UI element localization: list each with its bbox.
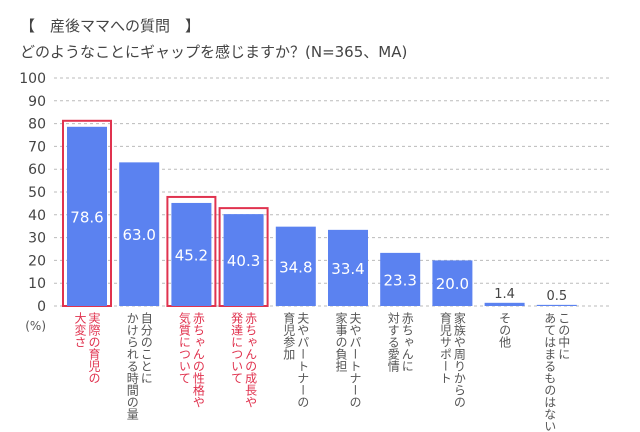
- bar: [119, 162, 160, 306]
- category-label: 夫やパートナーの 家事の負担: [334, 312, 362, 408]
- y-tick-label: 100: [19, 71, 46, 87]
- data-label: 33.4: [331, 260, 364, 278]
- bar: [536, 304, 577, 306]
- category-label: 家族や周りからの 育児サポート: [438, 312, 467, 408]
- category-label: 自分のことに かけられる時間の量: [125, 312, 154, 420]
- data-label: 34.8: [279, 258, 312, 276]
- chart-question: どのようなことにギャップを感じますか？(N=365、MA): [20, 43, 408, 61]
- y-tick-label: 20: [28, 253, 46, 269]
- y-tick-label: 80: [28, 117, 46, 133]
- data-label: 20.0: [436, 275, 469, 293]
- category-label: その他: [497, 312, 512, 348]
- bar: [380, 252, 421, 306]
- data-label: 1.4: [494, 287, 515, 302]
- y-tick-label: 0: [37, 299, 46, 315]
- data-label: 45.2: [175, 246, 208, 264]
- y-tick-label: 30: [28, 231, 46, 247]
- bar: [223, 214, 264, 306]
- category-label: 赤ちゃんの性格や 気質について: [177, 312, 206, 408]
- category-label: 赤ちゃんの成長や 発達について: [229, 312, 258, 408]
- category-label: この中に あてはまるものはない: [542, 312, 571, 432]
- bar: [171, 202, 212, 306]
- data-label: 40.3: [227, 252, 260, 270]
- y-tick-label: 90: [28, 94, 46, 110]
- bar: [275, 226, 316, 306]
- data-label: 78.6: [70, 208, 103, 226]
- y-tick-label: 40: [28, 208, 46, 224]
- category-label: 夫やパートナーの 育児参加: [281, 312, 310, 408]
- y-tick-label: 70: [28, 139, 46, 155]
- bar: [484, 302, 525, 306]
- data-label: 0.5: [546, 289, 567, 304]
- y-tick-label: 10: [28, 276, 46, 292]
- category-label: 赤ちゃんに 対する愛情: [386, 312, 415, 372]
- y-tick-label: 60: [28, 162, 46, 178]
- bar: [67, 126, 107, 307]
- y-tick-label: 50: [28, 185, 46, 201]
- category-label: 実際の育児の 大変さ: [73, 312, 101, 384]
- data-label: 23.3: [383, 271, 416, 289]
- data-label: 63.0: [122, 226, 155, 244]
- bar: [432, 260, 473, 306]
- chart-heading: 【 産後ママへの質問 】: [20, 17, 201, 35]
- bar: [328, 229, 368, 306]
- y-axis-label: (%): [25, 319, 46, 333]
